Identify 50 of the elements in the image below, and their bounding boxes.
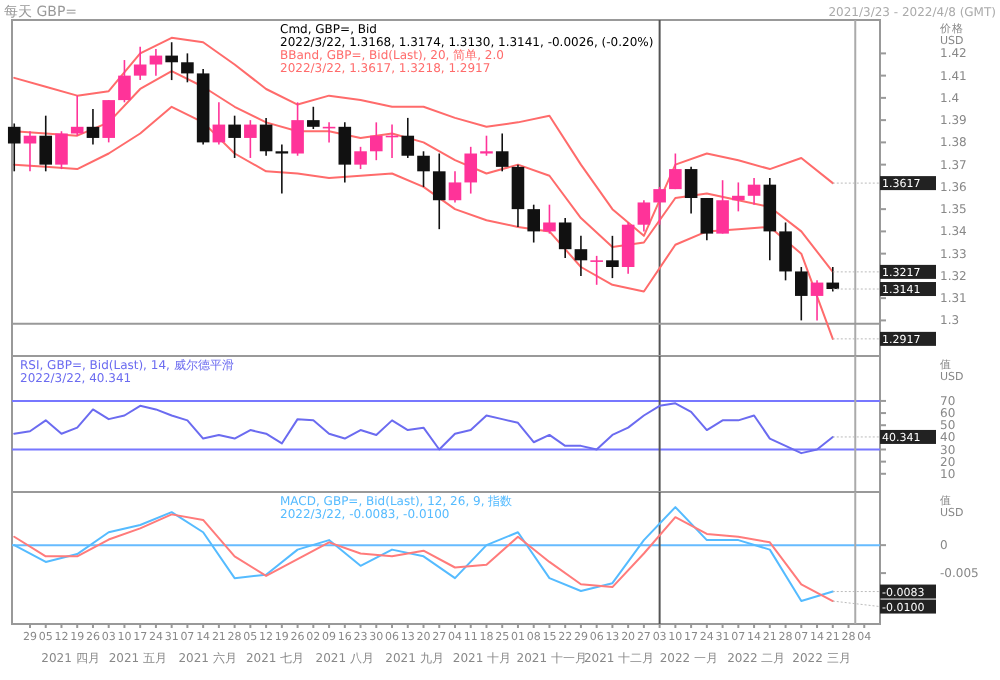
candlestick (401, 117, 415, 159)
candlestick (275, 143, 289, 195)
candlestick (149, 48, 163, 77)
candlestick (747, 177, 761, 206)
candlestick (212, 101, 226, 146)
candlestick (338, 121, 352, 184)
candlestick (464, 146, 478, 195)
candlestick (779, 221, 792, 282)
candlestick (165, 41, 178, 81)
candlestick (118, 59, 131, 104)
candlestick (354, 146, 367, 170)
candlestick (795, 266, 808, 322)
candlestick (480, 134, 493, 157)
candlestick (527, 203, 540, 244)
candlestick (39, 114, 53, 173)
candlestick (448, 170, 462, 204)
candlestick (732, 181, 745, 213)
candlestick (133, 45, 147, 81)
candlestick (590, 255, 603, 286)
candlestick (669, 152, 682, 190)
candlestick (102, 99, 115, 144)
candlestick (716, 179, 729, 235)
candlestick (621, 221, 635, 275)
candlestick (307, 105, 320, 130)
candlestick (291, 101, 304, 157)
candlestick (432, 152, 446, 230)
candlestick (244, 119, 257, 159)
candlestick (684, 166, 698, 215)
candlestick (70, 94, 84, 137)
candlestick (181, 52, 194, 84)
candlestick (7, 122, 21, 173)
candlestick (543, 203, 556, 235)
candlestick (826, 266, 840, 293)
candlestick (558, 217, 572, 259)
candlestick (810, 279, 824, 322)
candlestick (511, 163, 525, 228)
candlestick (637, 199, 651, 233)
candlestick (55, 130, 68, 170)
line-series (13, 402, 834, 455)
candlestick (763, 177, 777, 262)
candlestick (228, 114, 241, 159)
candlestick (86, 108, 100, 146)
candlestick (574, 235, 588, 277)
candlestick (417, 150, 430, 188)
candlestick (259, 117, 273, 157)
candlestick (495, 132, 509, 173)
line-series (13, 105, 834, 340)
candlestick (700, 197, 714, 242)
candlestick (606, 235, 619, 279)
candlestick (653, 186, 666, 226)
